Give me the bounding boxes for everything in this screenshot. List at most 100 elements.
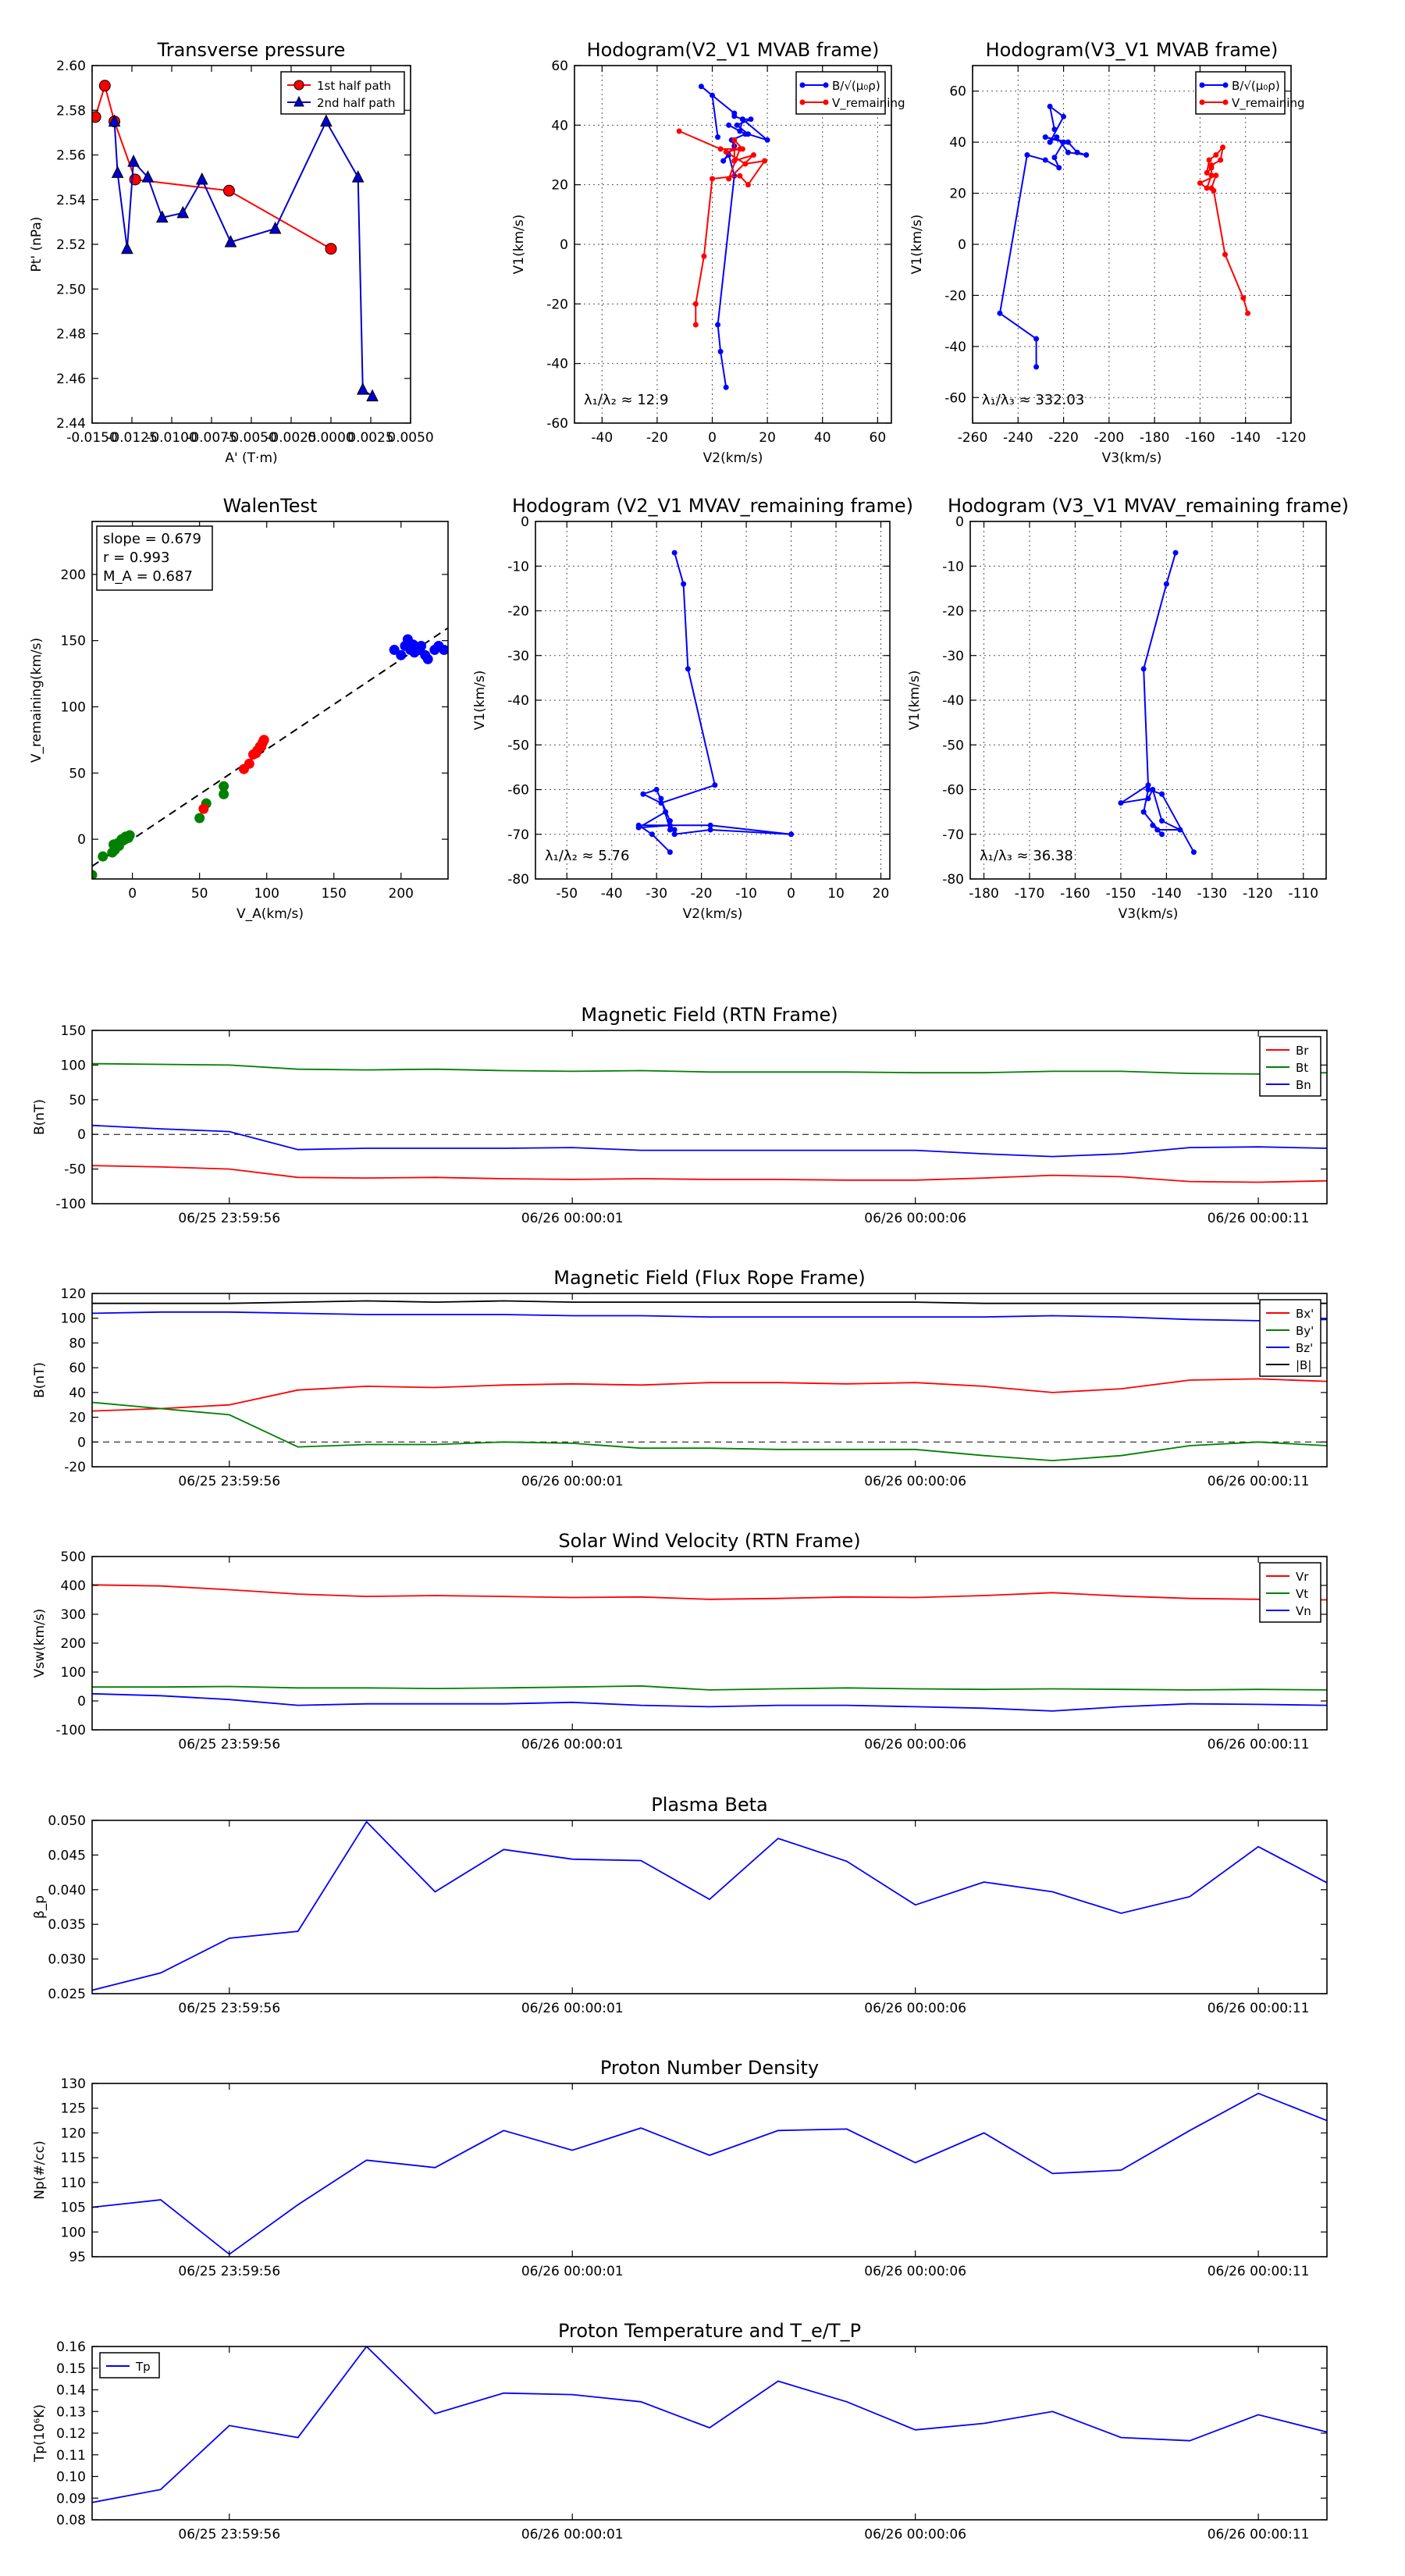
data-point [1051, 155, 1058, 161]
legend-label: Bn [1296, 1078, 1311, 1092]
x-tick-label: -130 [1197, 886, 1228, 902]
data-point [1042, 157, 1048, 163]
plot-area [92, 80, 379, 402]
x-tick-label: 06/26 00:00:06 [864, 2527, 966, 2542]
data-point [762, 158, 768, 164]
y-tick-label: 0.09 [56, 2491, 86, 2507]
plot-area [92, 2347, 1327, 2503]
data-point [325, 243, 337, 255]
data-point [1150, 787, 1156, 792]
data-point [1061, 139, 1067, 145]
data-point [198, 803, 209, 814]
y-tick-label: 0.11 [56, 2448, 86, 2464]
x-tick-label: 200 [389, 886, 414, 902]
y-tick-label: -10 [507, 559, 529, 575]
data-point [1213, 173, 1219, 179]
chart-title: Hodogram (V3_V1 MVAV_remaining frame) [948, 495, 1349, 517]
y-tick-label: 2.56 [56, 148, 86, 164]
x-tick-label: -0.0025 [265, 430, 317, 446]
x-tick-label: 06/25 23:59:56 [178, 1737, 280, 1752]
data-point [320, 114, 333, 127]
data-point [1208, 173, 1215, 179]
y-tick-label: 0.14 [56, 2383, 86, 2399]
data-point [667, 849, 673, 856]
data-point [1206, 157, 1212, 163]
series-line-Bn [92, 1124, 1327, 1158]
data-point [671, 827, 678, 833]
x-axis-label: V3(km/s) [1119, 906, 1179, 922]
y-tick-label: 200 [61, 1636, 86, 1652]
y-tick-label: -20 [546, 297, 568, 312]
data-point [658, 800, 664, 806]
data-point [98, 80, 111, 92]
x-axis-label: A' (T·m) [225, 450, 277, 466]
legend-label: |B| [1296, 1358, 1311, 1372]
y-tick-label: -30 [942, 649, 964, 664]
data-point [676, 128, 682, 134]
y-tick-label: 0.13 [56, 2404, 86, 2420]
data-point [723, 384, 729, 390]
x-tick-label: -40 [601, 886, 623, 902]
data-point [396, 649, 407, 660]
x-axis-label: V2(km/s) [703, 450, 763, 466]
data-point [1163, 581, 1169, 587]
data-point [1177, 827, 1183, 833]
x-tick-label: -120 [1276, 430, 1307, 446]
x-tick-label: -110 [1288, 886, 1318, 902]
series-line-beta [92, 1820, 1327, 1991]
y-tick-label: 400 [61, 1578, 86, 1594]
x-tick-label: 06/26 00:00:06 [864, 1474, 966, 1489]
data-point [731, 110, 738, 116]
data-point [1218, 157, 1224, 163]
y-tick-label: -30 [507, 649, 529, 664]
data-point [1245, 310, 1251, 316]
x-axis-label: V_A(km/s) [237, 906, 304, 922]
data-point [663, 809, 669, 815]
y-tick-label: 0.16 [56, 2339, 86, 2355]
data-point [1240, 295, 1247, 301]
x-tick-label: -180 [969, 886, 999, 902]
data-point [141, 170, 155, 183]
data-point [1172, 550, 1179, 556]
data-point [734, 122, 740, 128]
legend-marker [1222, 82, 1229, 88]
legend-label: 2nd half path [317, 96, 395, 110]
data-point [1204, 185, 1210, 191]
y-tick-label: -20 [944, 288, 966, 304]
data-point [640, 791, 646, 797]
x-tick-label: 100 [254, 886, 279, 902]
data-point [1054, 134, 1060, 141]
chart-title: Transverse pressure [157, 39, 346, 61]
data-point [416, 640, 427, 651]
chart-title: Solar Wind Velocity (RTN Frame) [558, 1530, 860, 1552]
legend-marker [799, 82, 806, 88]
legend-marker [1222, 99, 1229, 105]
x-tick-label: 06/26 00:00:06 [864, 2264, 966, 2279]
x-tick-label: 60 [870, 430, 887, 446]
chart-title: Plasma Beta [651, 1794, 767, 1816]
data-point [667, 822, 673, 828]
series-line-Tp [92, 2347, 1327, 2503]
x-tick-label: -160 [1185, 430, 1215, 446]
legend-label: B/√(μ₀ρ) [832, 79, 880, 93]
legend-marker [1199, 99, 1205, 105]
legend-label: Bz' [1296, 1341, 1313, 1355]
chart-beta: 06/25 23:59:56 06/26 00:00:01 06/26 00:00:… [32, 1794, 1328, 2016]
legend-box [1259, 1562, 1321, 1623]
eigen-ratio-label: λ₁/λ₃ ≈ 36.38 [980, 848, 1073, 864]
data-point [1204, 169, 1210, 176]
y-tick-label: -40 [546, 357, 568, 372]
y-tick-label: -60 [507, 783, 529, 799]
y-tick-label: -20 [64, 1460, 86, 1475]
data-point [176, 205, 190, 219]
data-point [155, 210, 169, 223]
data-point [658, 795, 664, 802]
x-tick-label: -0.0150 [66, 430, 118, 446]
data-point [1159, 831, 1165, 838]
data-point [1145, 795, 1151, 802]
data-point [739, 146, 745, 152]
y-tick-label: 0 [521, 514, 529, 530]
data-point [715, 134, 721, 141]
legend-box [280, 71, 405, 115]
data-point [737, 128, 743, 134]
